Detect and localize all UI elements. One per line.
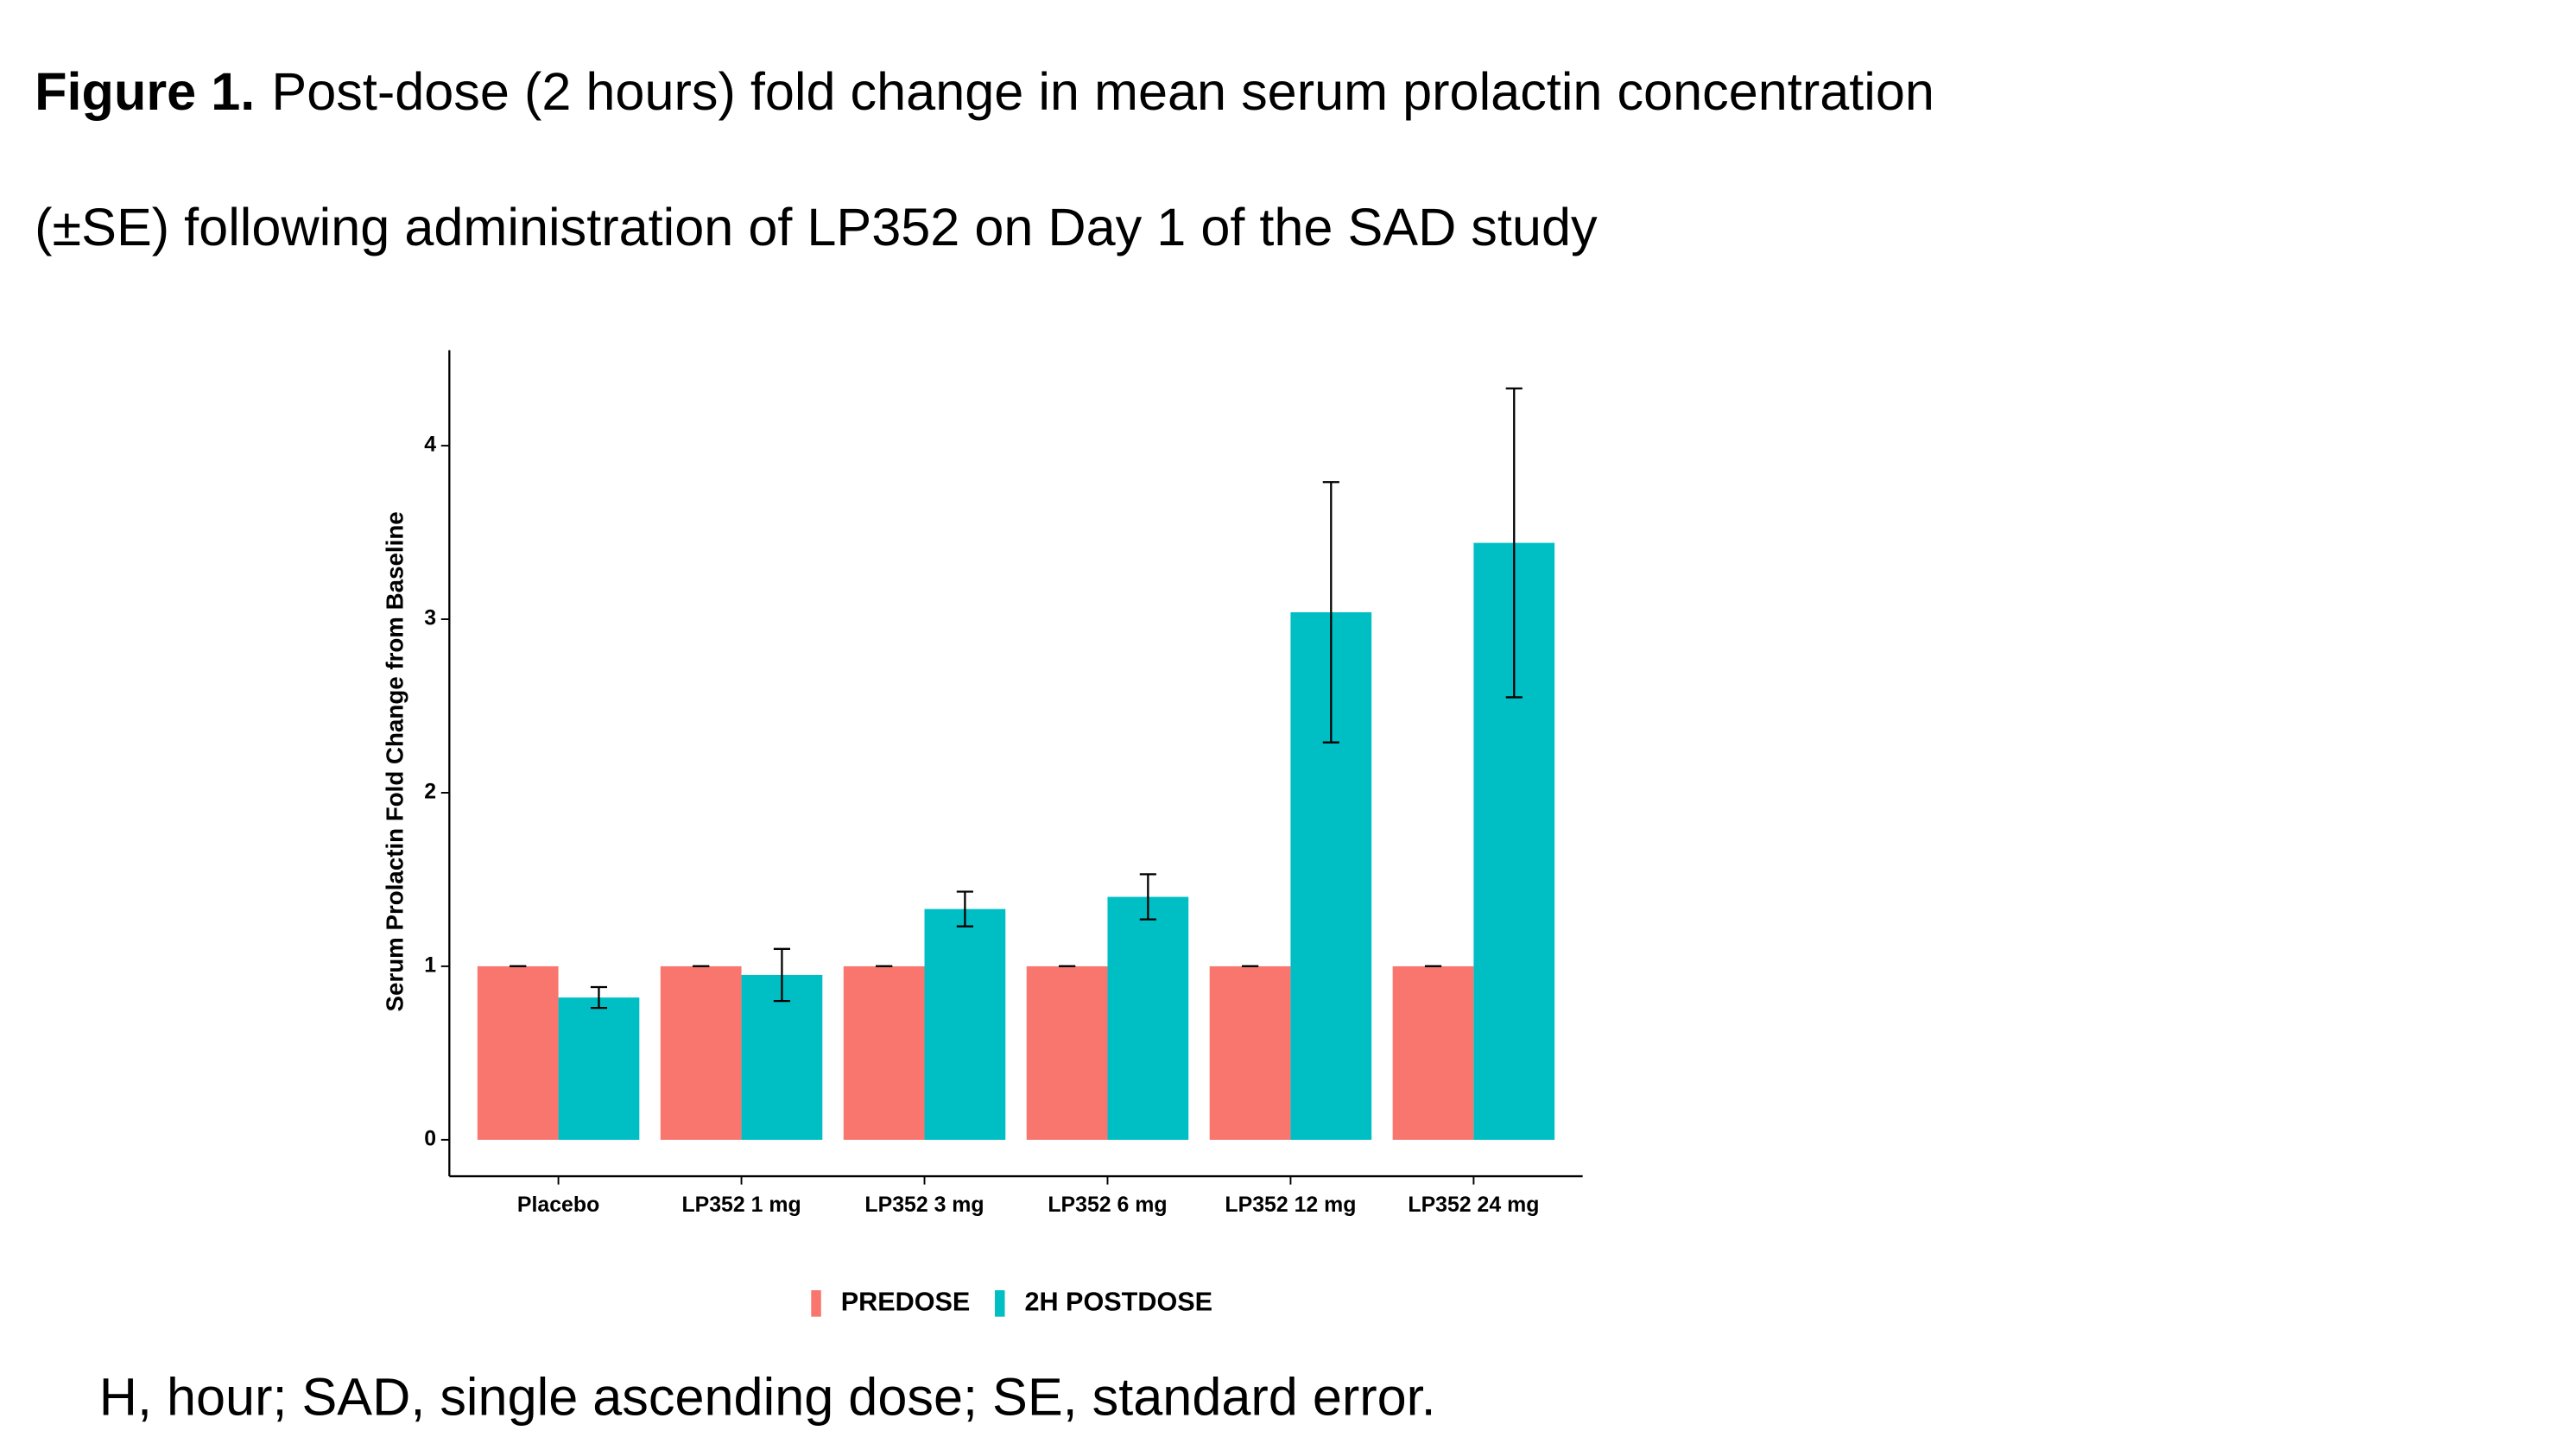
x-tick-label: LP352 12 mg xyxy=(1225,1193,1356,1217)
footnote: H, hour; SAD, single ascending dose; SE,… xyxy=(99,1367,1436,1426)
x-tick-label: LP352 3 mg xyxy=(864,1193,984,1217)
y-tick-label: 0 xyxy=(424,1126,436,1150)
y-tick-label: 3 xyxy=(424,606,436,630)
bar xyxy=(843,965,925,1140)
bar xyxy=(924,908,1006,1140)
y-axis-label: Serum Prolactin Fold Change from Baselin… xyxy=(381,511,408,1011)
x-tick-label: LP352 24 mg xyxy=(1408,1193,1539,1217)
legend-label: PREDOSE xyxy=(841,1287,971,1316)
error-bar xyxy=(773,947,790,1003)
error-bar xyxy=(1322,481,1339,744)
chart-title: Figure 1. Post-dose (2 hours) fold change… xyxy=(35,62,1934,121)
x-tick-label: LP352 6 mg xyxy=(1048,1193,1167,1217)
title-line: Post-dose (2 hours) fold change in mean … xyxy=(271,62,1934,121)
error-bar xyxy=(956,890,973,927)
legend-label: 2H POSTDOSE xyxy=(1024,1287,1212,1316)
x-tick-label: LP352 1 mg xyxy=(681,1193,801,1217)
bar xyxy=(558,997,640,1140)
error-bar xyxy=(590,985,608,1010)
bar xyxy=(1026,965,1108,1140)
error-bar xyxy=(1139,873,1156,921)
error-bar xyxy=(1505,387,1523,699)
legend-swatch xyxy=(811,1290,821,1317)
bar xyxy=(1209,965,1291,1140)
title-line: (±SE) following administration of LP352 … xyxy=(35,198,1598,256)
legend-swatch xyxy=(995,1290,1005,1317)
x-tick-label: Placebo xyxy=(517,1193,599,1217)
bar xyxy=(741,974,823,1140)
chart-body: Figure 1. Post-dose (2 hours) fold change… xyxy=(35,62,1934,1426)
y-tick-label: 4 xyxy=(424,433,436,457)
bar xyxy=(660,965,742,1140)
bar xyxy=(1107,896,1189,1140)
y-tick-label: 2 xyxy=(424,780,436,804)
y-tick-label: 1 xyxy=(424,953,436,977)
bar xyxy=(477,965,559,1140)
title-prefix: Figure 1. xyxy=(35,62,255,121)
bar xyxy=(1392,965,1474,1140)
